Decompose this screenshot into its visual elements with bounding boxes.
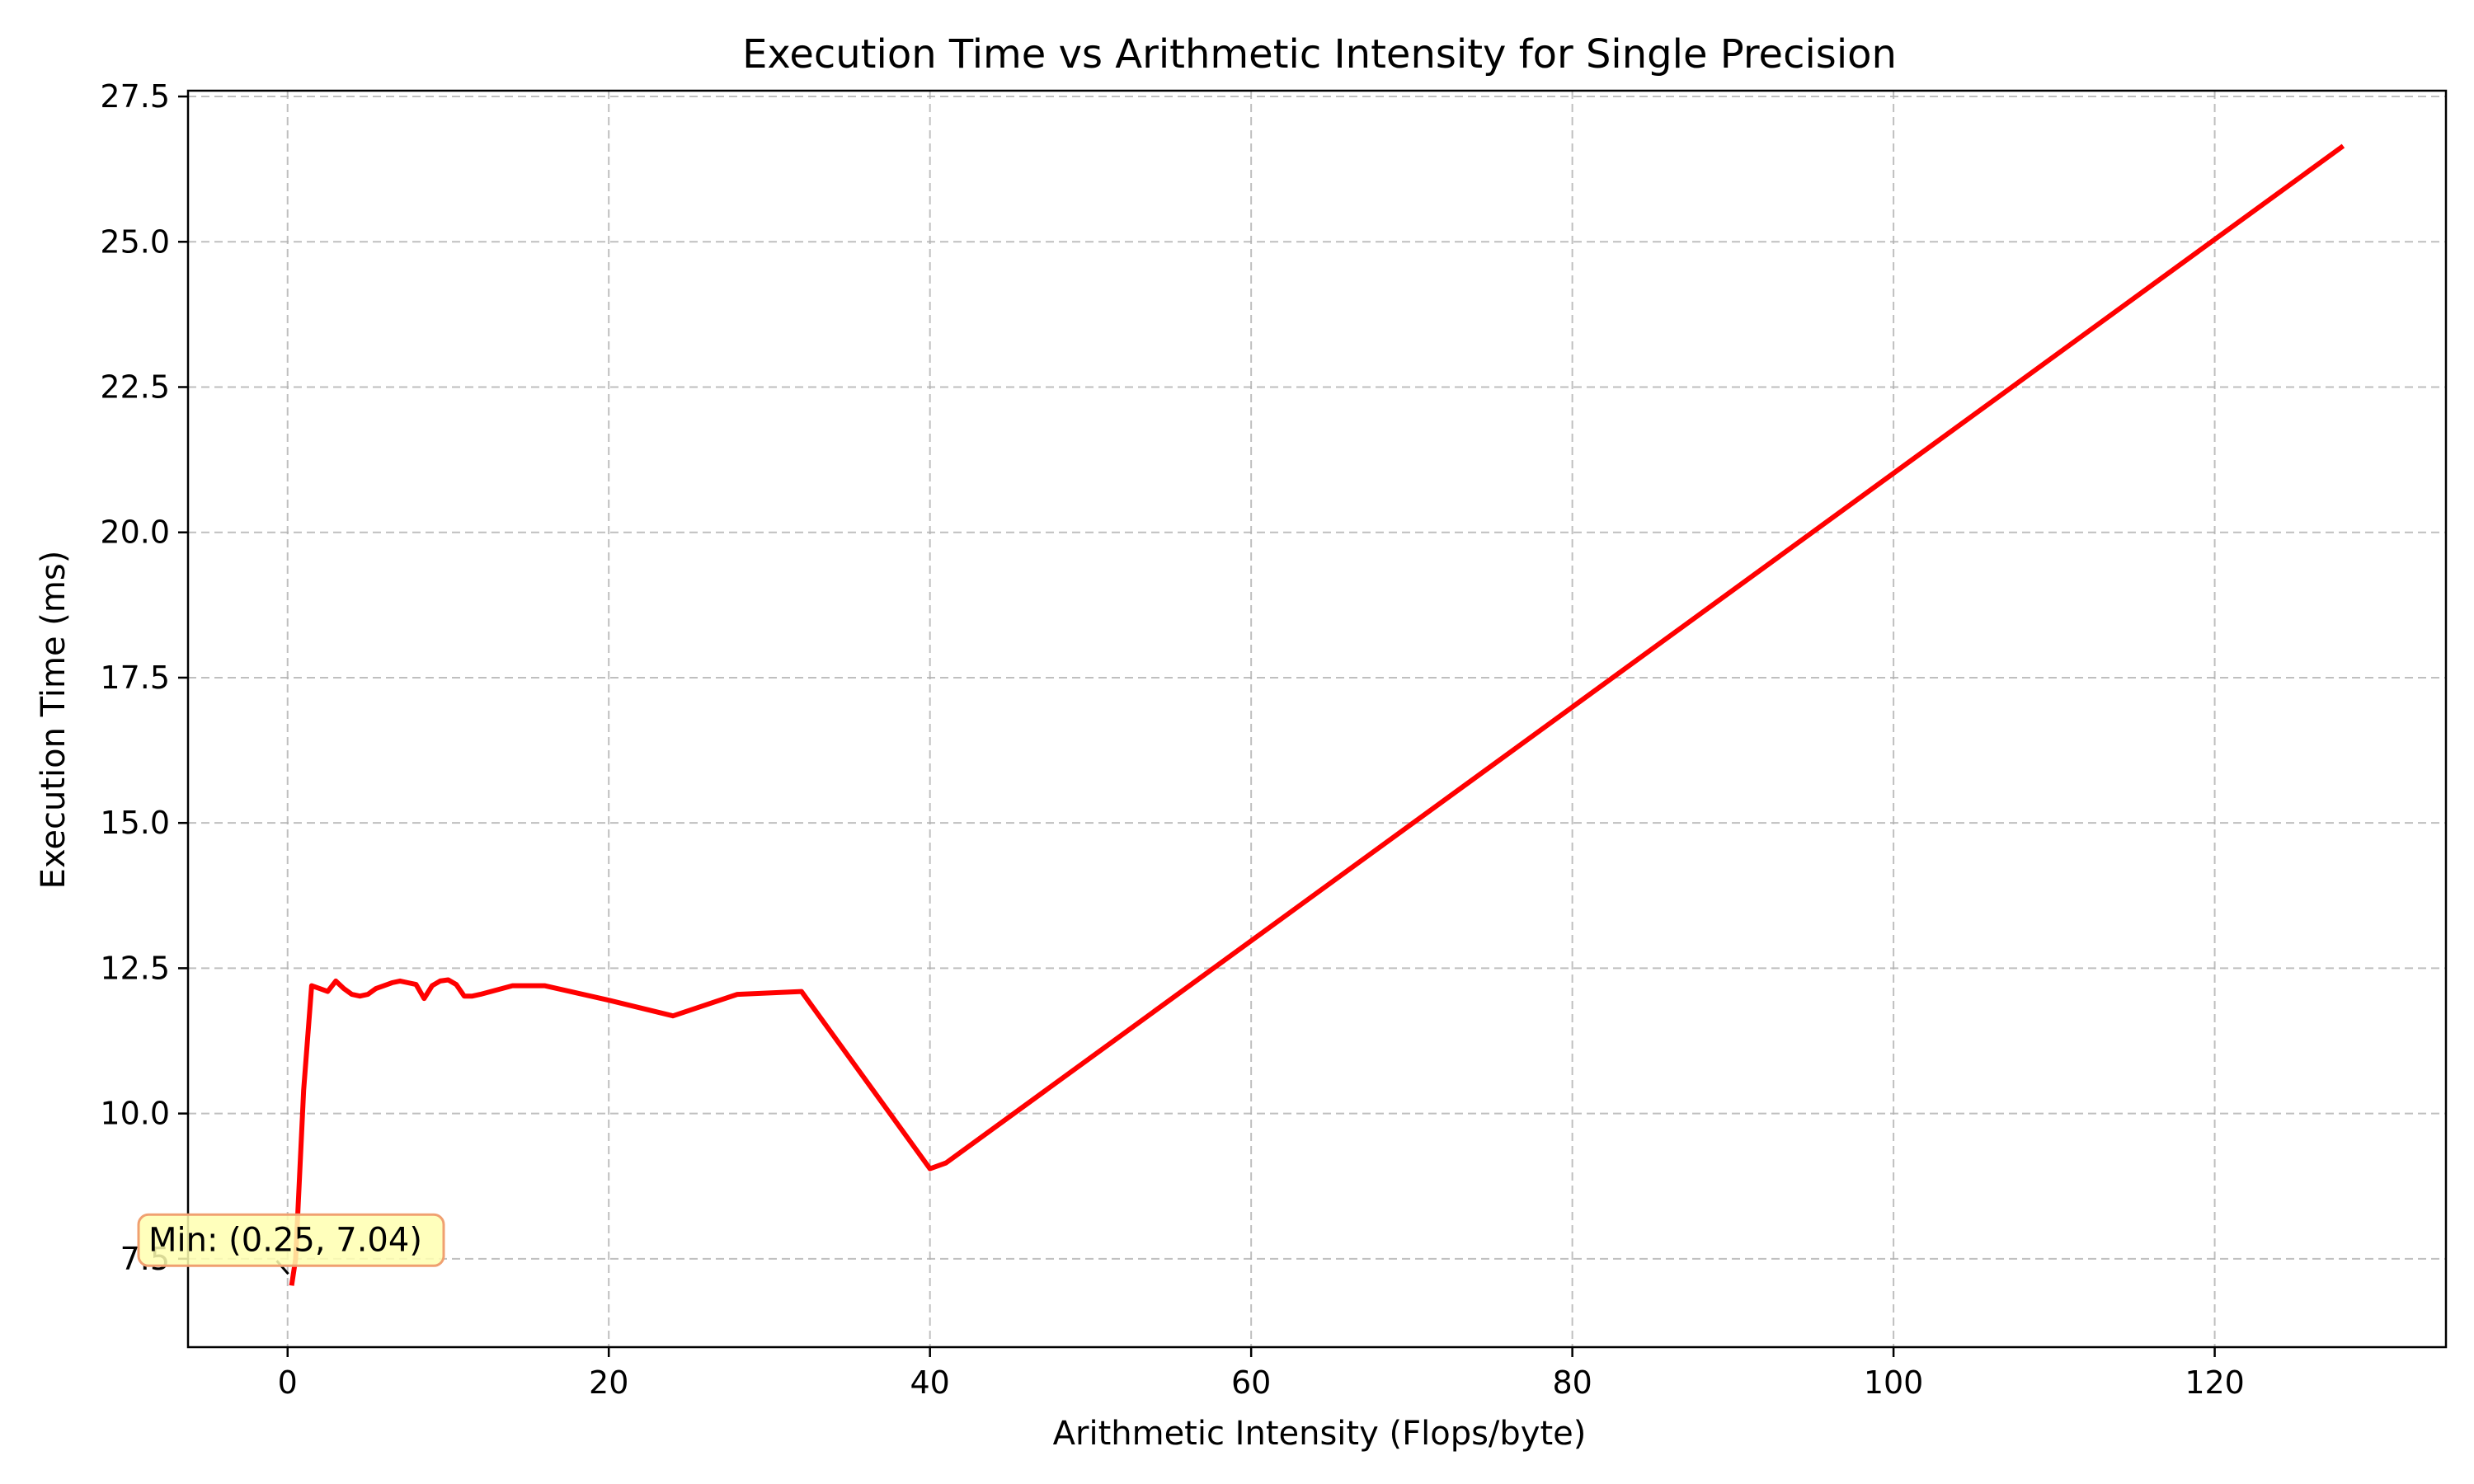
- y-tick-label: 20.0: [100, 514, 170, 551]
- y-tick-label: 25.0: [100, 223, 170, 260]
- annotation-label: Min: (0.25, 7.04): [148, 1221, 422, 1259]
- plot-area: [289, 143, 2345, 1286]
- x-tick-label: 80: [1552, 1364, 1592, 1401]
- y-tick-label: 27.5: [100, 78, 170, 115]
- x-ticks: 0 20 40 60 80 100 120: [278, 1347, 2245, 1401]
- y-axis-label: Execution Time (ms): [35, 551, 73, 890]
- y-ticks: 7.510.012.515.017.520.022.525.027.5: [100, 78, 188, 1277]
- x-tick-label: 40: [910, 1364, 950, 1401]
- y-tick-label: 22.5: [100, 369, 170, 406]
- x-tick-label: 0: [278, 1364, 298, 1401]
- x-tick-label: 20: [589, 1364, 628, 1401]
- x-tick-label: 100: [1864, 1364, 1924, 1401]
- grid-layer: [188, 91, 2446, 1347]
- y-tick-label: 15.0: [100, 805, 170, 841]
- y-tick-label: 17.5: [100, 660, 170, 696]
- axes-frame: [186, 89, 2448, 1349]
- x-tick-label: 120: [2185, 1364, 2245, 1401]
- x-axis-label: Arithmetic Intensity (Flops/byte): [1053, 1415, 1587, 1453]
- annotation-box: [137, 1213, 445, 1267]
- y-tick-label: 10.0: [100, 1096, 170, 1132]
- series-line: [289, 143, 2345, 1286]
- annotations: Min: (0.25, 7.04): [137, 1213, 445, 1275]
- x-tick-label: 60: [1231, 1364, 1271, 1401]
- chart-title: Execution Time vs Arithmetic Intensity f…: [742, 31, 1897, 77]
- y-tick-label: 12.5: [100, 950, 170, 986]
